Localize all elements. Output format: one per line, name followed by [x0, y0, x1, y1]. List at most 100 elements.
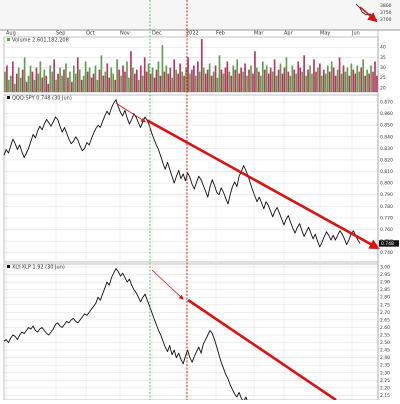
xli-panel-label: XLY:XLP 1.92 (30 Jun)	[12, 265, 65, 271]
volume-bar	[19, 77, 22, 92]
volume-bar	[175, 69, 178, 92]
volume-bar	[202, 67, 205, 92]
volume-bar	[218, 55, 221, 92]
volume-bar	[289, 75, 292, 92]
volume-bar	[195, 75, 197, 92]
x-tick-label-mar: Mar	[254, 31, 264, 37]
volume-bar	[319, 63, 321, 92]
qqq-y-tick-0.790: 0.790	[380, 192, 393, 198]
qqq-y-tick-0.770: 0.770	[380, 215, 393, 221]
volume-bar	[80, 79, 83, 92]
volume-bar	[143, 57, 146, 92]
volume-bar	[155, 69, 158, 92]
volume-bar	[191, 69, 193, 92]
volume-bar	[324, 73, 327, 92]
volume-bar	[39, 61, 42, 92]
volume-bar	[269, 67, 272, 92]
volume-bar	[311, 73, 313, 92]
volume-bar	[165, 65, 168, 92]
volume-bar	[25, 81, 28, 92]
volume-bar	[338, 57, 341, 92]
xli-y-tick-2.40: 2.40	[380, 355, 390, 361]
x-tick-label-nov: Nov	[120, 31, 130, 37]
volume-bar	[126, 61, 128, 92]
volume-bar	[132, 67, 134, 92]
volume-y-tick-35: 35	[380, 55, 386, 61]
volume-bar	[317, 67, 319, 92]
volume-bar	[86, 71, 89, 92]
volume-bar	[370, 65, 372, 92]
volume-bar	[366, 69, 368, 92]
volume-bar	[228, 71, 231, 92]
volume-bar	[167, 73, 170, 92]
volume-bar	[281, 73, 284, 92]
volume-bar	[216, 77, 219, 92]
volume-bar	[336, 69, 339, 92]
volume-bar	[94, 65, 97, 92]
volume-bar	[11, 61, 14, 92]
xli-y-tick-3.00: 3.00	[380, 265, 390, 271]
volume-bar	[210, 75, 213, 92]
top-strip-background	[0, 0, 400, 30]
volume-bar	[88, 67, 91, 92]
volume-bar	[322, 69, 325, 92]
volume-bar	[214, 65, 217, 92]
volume-bar	[330, 61, 333, 92]
qqq-y-tick-0.760: 0.760	[380, 227, 393, 233]
volume-bar	[238, 73, 241, 92]
volume-bar	[181, 71, 183, 92]
qqq-y-tick-0.830: 0.830	[380, 146, 393, 152]
top-y-tick-label-3800: 3800	[380, 3, 392, 9]
volume-bar	[4, 71, 6, 92]
volume-bar	[285, 57, 288, 92]
volume-bar	[128, 77, 130, 92]
volume-bar	[305, 75, 307, 92]
qqq-y-tick-0.810: 0.810	[380, 169, 393, 175]
xli-y-tick-2.20: 2.20	[380, 385, 390, 391]
volume-bar	[31, 71, 34, 92]
volume-bar	[258, 71, 260, 92]
volume-bar	[49, 65, 52, 92]
x-tick-label-apr: Apr	[284, 31, 294, 37]
volume-bar	[71, 81, 73, 92]
volume-bar	[212, 71, 215, 92]
volume-bar	[183, 75, 185, 92]
volume-bar	[13, 83, 16, 92]
volume-bar	[297, 61, 300, 92]
xli-y-tick-2.95: 2.95	[380, 272, 390, 278]
volume-y-tick-20: 20	[380, 85, 386, 91]
volume-bar	[261, 61, 264, 92]
volume-bar	[124, 71, 126, 92]
volume-bar	[177, 73, 179, 92]
volume-bar	[122, 65, 124, 92]
volume-bar	[108, 77, 111, 92]
volume-bar	[252, 73, 254, 92]
volume-bar	[57, 73, 59, 92]
qqq-y-tick-0.870: 0.870	[380, 99, 393, 105]
volume-bar	[283, 67, 286, 92]
volume-bar	[63, 69, 65, 92]
qqq-last-value-box	[379, 240, 399, 247]
volume-bar	[72, 65, 75, 92]
xli-y-tick-2.35: 2.35	[380, 363, 390, 369]
xli-y-tick-2.30: 2.30	[380, 370, 390, 376]
volume-bar	[193, 65, 195, 92]
volume-bar	[147, 63, 150, 92]
volume-bar	[299, 67, 302, 92]
volume-bar	[96, 79, 99, 92]
volume-bar	[29, 65, 32, 92]
volume-bar	[350, 63, 353, 92]
volume-bar	[169, 67, 172, 92]
volume-bar	[47, 83, 50, 92]
volume-bar	[118, 69, 120, 92]
volume-bar	[259, 75, 262, 92]
xli-y-tick-2.75: 2.75	[380, 302, 390, 308]
volume-bar	[139, 65, 142, 92]
volume-bar	[348, 75, 351, 92]
xli-y-tick-2.65: 2.65	[380, 317, 390, 323]
volume-bar	[171, 77, 174, 92]
volume-bar	[232, 65, 235, 92]
volume-panel-label: Volume 2,601,182,208	[12, 38, 69, 44]
volume-bar	[179, 63, 181, 92]
